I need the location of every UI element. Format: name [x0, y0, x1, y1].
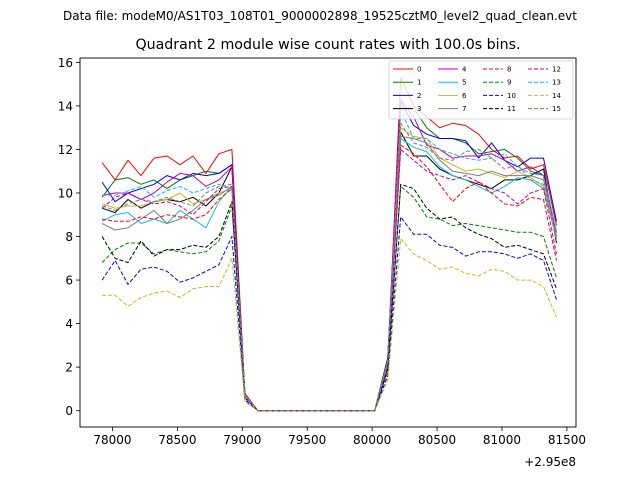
series-line-10 — [101, 216, 557, 412]
series-line-1 — [101, 107, 557, 412]
y-tick-label: 2 — [65, 361, 73, 375]
legend-label-8: 8 — [507, 66, 511, 74]
x-tick-label: 78500 — [158, 433, 196, 447]
y-tick-label: 8 — [65, 230, 73, 244]
legend-label-10: 10 — [507, 92, 516, 100]
y-tick-label: 6 — [65, 274, 73, 288]
x-tick-label: 80500 — [418, 433, 456, 447]
y-tick-label: 16 — [58, 56, 73, 70]
legend-label-5: 5 — [462, 79, 466, 87]
series-line-7 — [101, 135, 557, 412]
legend-label-0: 0 — [417, 66, 421, 74]
series-line-11 — [101, 183, 557, 412]
plot-area: 78000 78500 79000 79500 80000 80500 81000 81500… — [58, 56, 586, 469]
series-line-14 — [102, 238, 557, 412]
series-line-12 — [101, 148, 557, 412]
series-line-15 — [101, 122, 557, 412]
legend-label-13: 13 — [552, 79, 561, 87]
legend-label-9: 9 — [507, 79, 511, 87]
x-tick-label: 80000 — [353, 433, 391, 447]
y-tick-label: 0 — [65, 404, 73, 418]
legend-label-11: 11 — [507, 105, 516, 113]
series-line-2 — [101, 101, 557, 412]
series-layer — [101, 77, 557, 412]
y-tick-label: 14 — [58, 99, 73, 113]
legend-frame — [388, 60, 574, 120]
x-axis: 78000 78500 79000 79500 80000 80500 81000 81500 — [93, 427, 586, 447]
x-tick-label: 78000 — [93, 433, 131, 447]
legend-label-7: 7 — [462, 105, 466, 113]
axes-frame — [79, 57, 577, 428]
y-tick-label: 12 — [58, 143, 73, 157]
series-line-13 — [102, 109, 557, 412]
legend-label-3: 3 — [417, 105, 421, 113]
series-line-8 — [102, 144, 557, 412]
series-line-0 — [101, 77, 557, 412]
legend-label-1: 1 — [417, 79, 421, 87]
x-tick-label: 81000 — [483, 433, 521, 447]
figure-suptitle: Data file: modeM0/AS1T03_108T01_90000028… — [63, 9, 577, 23]
y-axis: 0 2 4 6 8 10 12 14 16 — [58, 56, 80, 418]
legend-label-12: 12 — [552, 66, 561, 74]
legend-label-2: 2 — [417, 92, 421, 100]
x-tick-label: 79000 — [223, 433, 261, 447]
legend-label-4: 4 — [462, 66, 467, 74]
legend-label-6: 6 — [462, 92, 467, 100]
legend-label-14: 14 — [552, 92, 561, 100]
chart-title: Quadrant 2 module wise count rates with … — [135, 37, 520, 53]
x-offset-label: +2.95e8 — [524, 455, 576, 469]
y-tick-label: 4 — [65, 317, 73, 331]
series-line-6 — [101, 127, 557, 412]
x-tick-label: 81500 — [548, 433, 586, 447]
x-tick-label: 79500 — [288, 433, 326, 447]
y-tick-label: 10 — [58, 186, 73, 200]
series-line-3 — [101, 131, 557, 412]
legend-label-15: 15 — [552, 105, 561, 113]
